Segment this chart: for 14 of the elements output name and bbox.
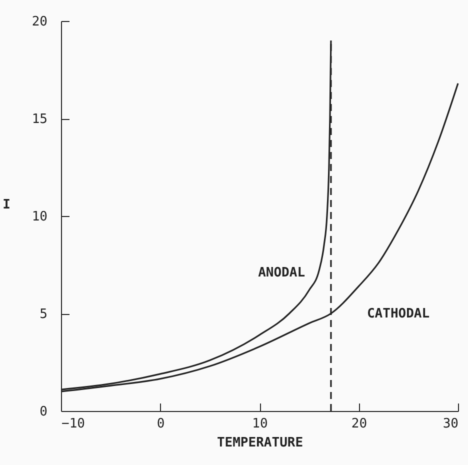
y-tick-label: 10 bbox=[32, 210, 48, 224]
y-tick-label: 15 bbox=[32, 112, 48, 127]
x-axis-title: TEMPERATURE bbox=[216, 436, 304, 450]
y-tick-label: 5 bbox=[40, 307, 48, 322]
x-tick-label: 10 bbox=[252, 416, 268, 432]
series-label: CATHODAL bbox=[366, 306, 430, 322]
x-tick-label: 20 bbox=[351, 416, 368, 432]
y-tick-label: 0 bbox=[40, 404, 48, 420]
y-tick-label: 20 bbox=[32, 14, 48, 30]
x-tick-label: 30 bbox=[442, 416, 458, 432]
series-label: ANODAL bbox=[258, 266, 306, 281]
y-axis-title: I bbox=[2, 198, 10, 212]
x-tick-label: 0 bbox=[156, 416, 165, 432]
x-tick-label: −10 bbox=[62, 416, 85, 432]
